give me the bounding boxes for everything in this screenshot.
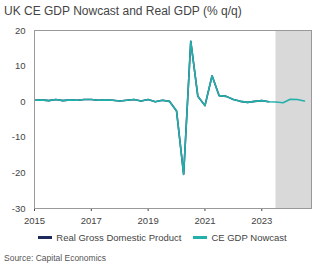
svg-text:20: 20 <box>15 25 26 36</box>
html-text:Real Gross Domestic Product: Real Gross Domestic Product <box>56 232 182 243</box>
svg-text:2019: 2019 <box>138 215 159 226</box>
svg-text:2017: 2017 <box>81 215 102 226</box>
svg-text:-20: -20 <box>12 167 26 178</box>
svg-text:-10: -10 <box>12 131 26 142</box>
html-text:CE GDP Nowcast: CE GDP Nowcast <box>211 232 287 243</box>
svg-text:2021: 2021 <box>194 215 215 226</box>
svg-text:0: 0 <box>20 96 25 107</box>
svg-text:2023: 2023 <box>251 215 272 226</box>
svg-text:2015: 2015 <box>24 215 45 226</box>
html-text:Source: Capital Economics: Source: Capital Economics <box>4 253 106 263</box>
svg-text:10: 10 <box>15 60 26 71</box>
html-text:UK CE GDP Nowcast and Real GDP: UK CE GDP Nowcast and Real GDP (% q/q) <box>4 4 242 18</box>
svg-text:-30: -30 <box>12 203 26 214</box>
